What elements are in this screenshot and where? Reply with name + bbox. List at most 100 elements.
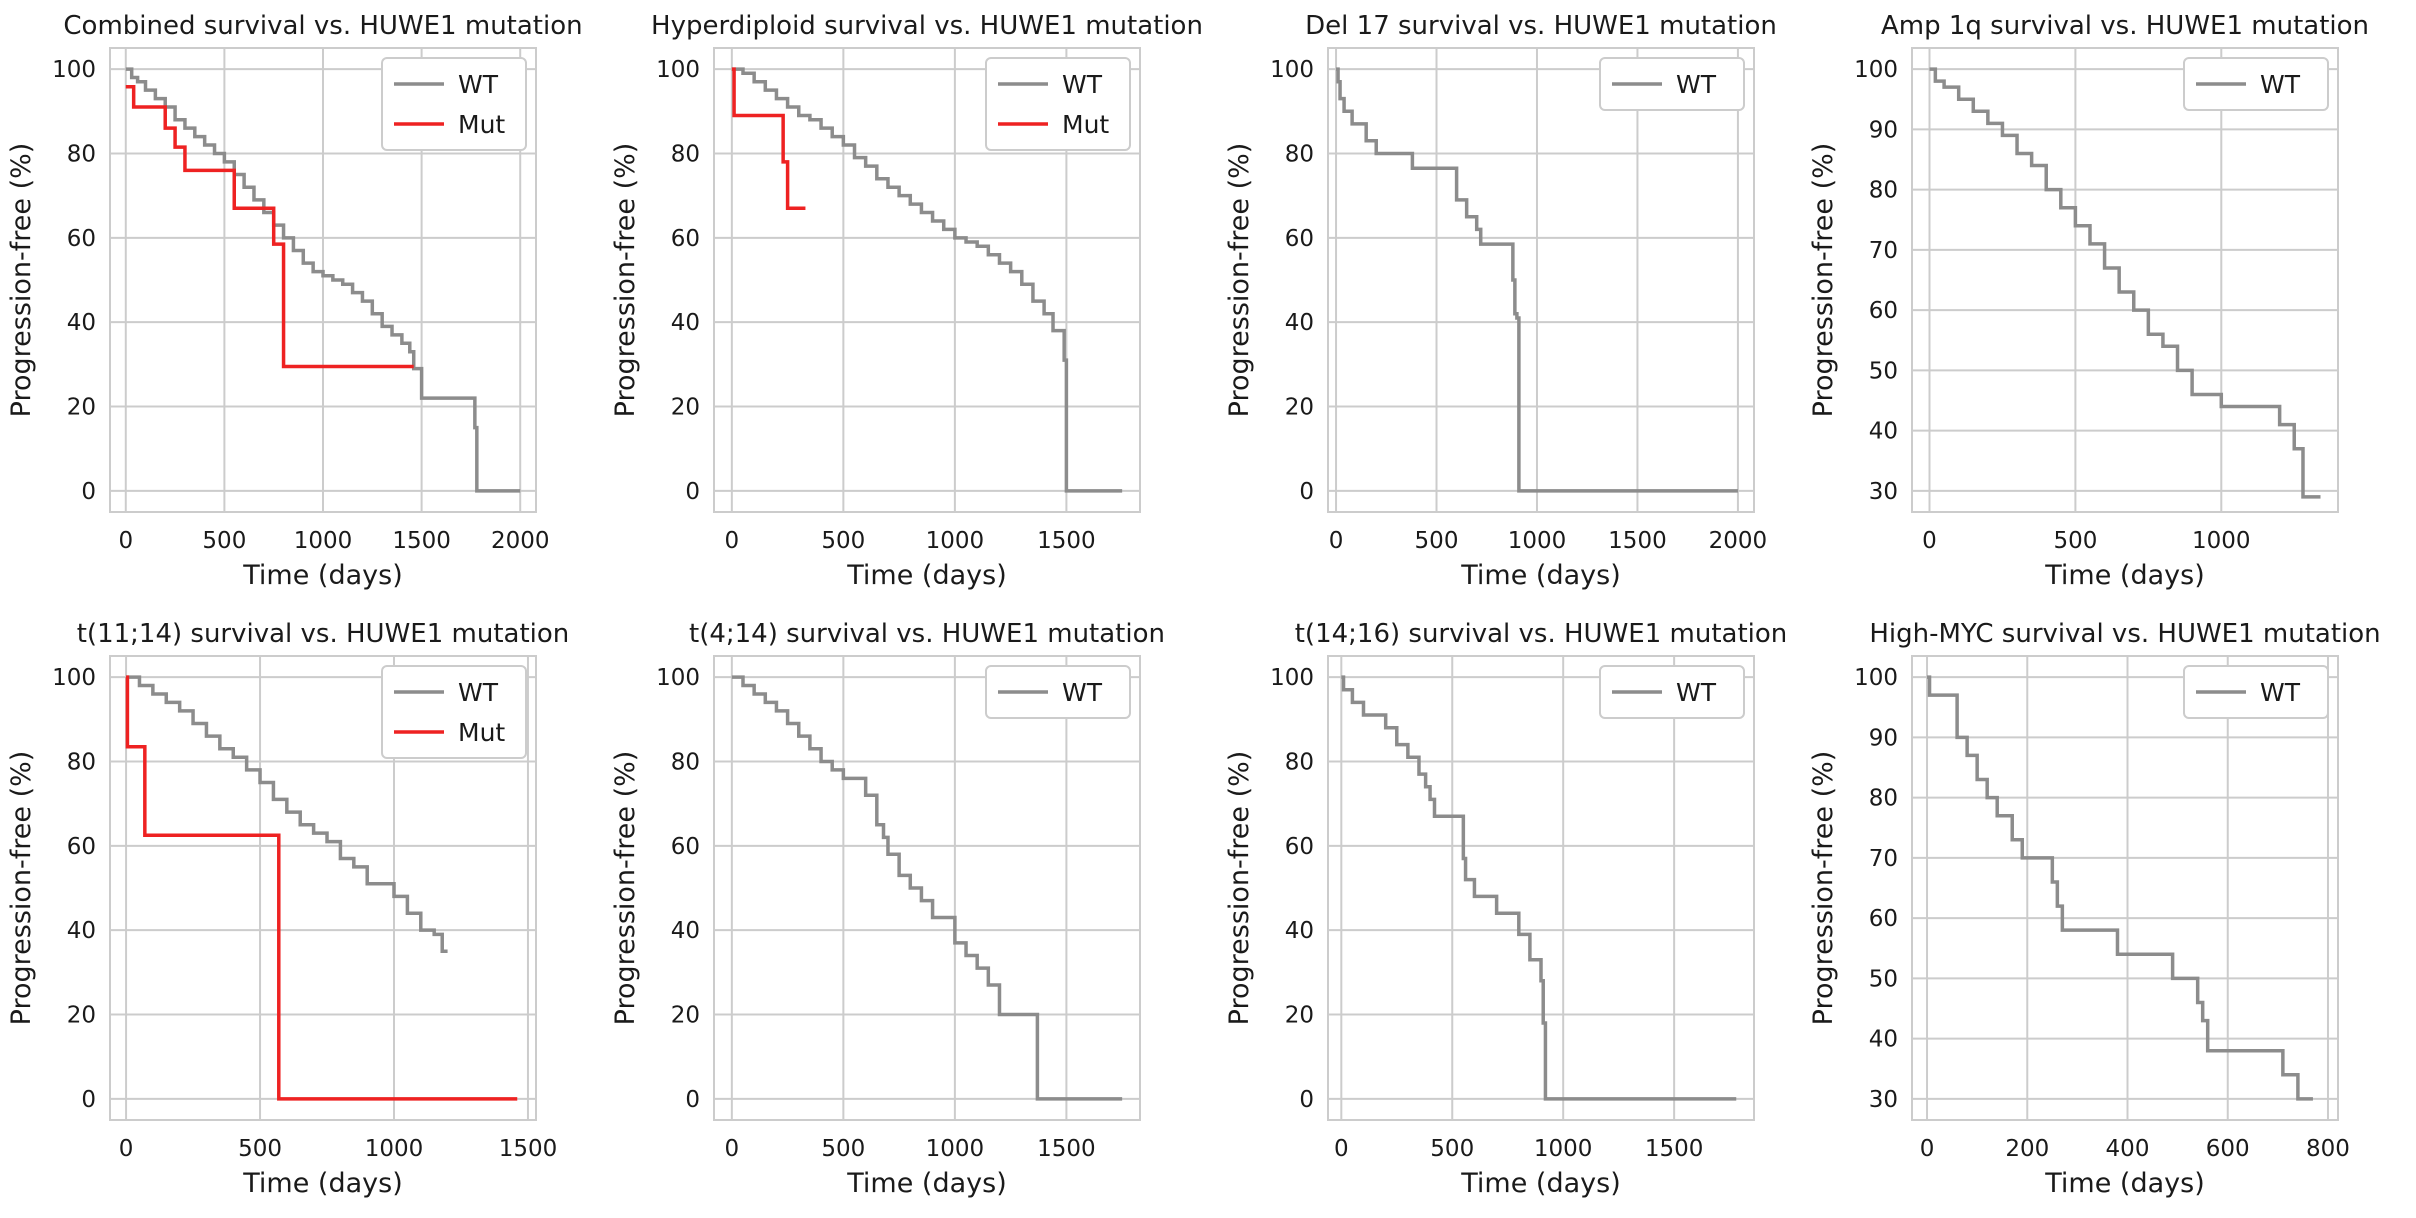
legend-label-wt: WT (1676, 678, 1717, 707)
chart-panel-8: 0 200 400 600 800 30 40 50 60 70 80 90 100 High-MYC s… (1808, 619, 2381, 1199)
legend-label-wt: WT (1676, 70, 1717, 99)
x-tick-label: 1000 (926, 528, 985, 554)
chart-panel-3: 0 500 1000 1500 2000 0 20 40 60 80 100 Del 17 survi… (1224, 11, 1777, 591)
y-tick-label: 100 (656, 665, 700, 691)
y-tick-label: 80 (671, 749, 700, 775)
x-tick-label: 2000 (1709, 528, 1768, 554)
y-tick-label: 40 (1869, 419, 1898, 445)
x-axis-label: Time (days) (1460, 560, 1620, 591)
y-tick-label: 100 (1270, 57, 1314, 83)
y-tick-label: 50 (1869, 358, 1898, 384)
series-line-wt (731, 675, 1123, 1101)
x-tick-label: 500 (238, 1136, 282, 1162)
x-tick-label: 400 (2106, 1136, 2150, 1162)
legend-label-wt: WT (458, 678, 499, 707)
chart-title: t(11;14) survival vs. HUWE1 mutation (77, 619, 570, 649)
series-line-mut (731, 67, 806, 211)
x-tick-label: 0 (1329, 528, 1344, 554)
series-line-wt (125, 67, 521, 493)
x-tick-label: 800 (2306, 1136, 2350, 1162)
y-tick-label: 20 (1285, 1003, 1314, 1029)
chart-panel-5: 0 500 1000 1500 0 20 40 60 80 100 t(11;14) surviva… (6, 619, 569, 1199)
y-tick-label: 40 (671, 918, 700, 944)
plot-frame (1911, 47, 2339, 513)
x-tick-label: 1000 (365, 1136, 424, 1162)
y-axis-label: Progression-free (%) (1808, 143, 1839, 418)
y-tick-label: 80 (67, 141, 96, 167)
y-tick-label: 20 (67, 1003, 96, 1029)
y-tick-label: 70 (1869, 238, 1898, 264)
y-tick-label: 20 (1285, 395, 1314, 421)
chart-title: Combined survival vs. HUWE1 mutation (63, 11, 582, 41)
y-tick-label: 60 (1869, 298, 1898, 324)
y-tick-label: 100 (1854, 57, 1898, 83)
x-tick-label: 0 (119, 1136, 134, 1162)
y-tick-label: 0 (1299, 1087, 1314, 1113)
legend-box (2183, 665, 2329, 719)
y-axis-label: Progression-free (%) (1808, 751, 1839, 1026)
y-tick-label: 30 (1869, 479, 1898, 505)
legend-label-mut: Mut (1062, 110, 1109, 139)
legend-label-mut: Mut (458, 718, 505, 747)
chart-title: Amp 1q survival vs. HUWE1 mutation (1881, 11, 2369, 41)
legend: WT (2183, 57, 2329, 111)
y-tick-label: 100 (656, 57, 700, 83)
x-tick-label: 0 (118, 528, 133, 554)
plot-frame (713, 47, 1141, 513)
plot-frame (1327, 47, 1755, 513)
y-tick-label: 20 (671, 1003, 700, 1029)
legend-box (985, 665, 1131, 719)
y-tick-label: 60 (1285, 226, 1314, 252)
legend: WT (2183, 665, 2329, 719)
y-axis-label: Progression-free (%) (1224, 143, 1255, 418)
x-axis-label: Time (days) (2044, 560, 2204, 591)
legend-label-wt: WT (458, 70, 499, 99)
y-tick-label: 60 (671, 226, 700, 252)
legend: WT Mut (381, 665, 527, 759)
y-tick-label: 60 (67, 834, 96, 860)
y-tick-label: 80 (671, 141, 700, 167)
x-tick-label: 1500 (1037, 528, 1096, 554)
y-tick-label: 80 (1285, 749, 1314, 775)
series-line-wt (731, 67, 1123, 493)
series-line-wt (1929, 67, 2321, 499)
y-tick-label: 20 (671, 395, 700, 421)
y-tick-label: 80 (67, 749, 96, 775)
x-tick-label: 0 (1922, 528, 1937, 554)
y-tick-label: 90 (1869, 117, 1898, 143)
chart-title: t(14;16) survival vs. HUWE1 mutation (1295, 619, 1788, 649)
y-tick-label: 100 (1270, 665, 1314, 691)
y-tick-label: 40 (1285, 918, 1314, 944)
series-line-mut (125, 85, 414, 369)
chart-title: High-MYC survival vs. HUWE1 mutation (1869, 619, 2380, 649)
y-tick-label: 90 (1869, 725, 1898, 751)
series-line-wt (1336, 67, 1738, 493)
x-tick-label: 1000 (294, 528, 353, 554)
legend-box (2183, 57, 2329, 111)
chart-panel-6: 0 500 1000 1500 0 20 40 60 80 100 t(4;14) survival… (610, 619, 1165, 1199)
y-tick-label: 60 (1285, 834, 1314, 860)
y-tick-label: 50 (1869, 966, 1898, 992)
legend: WT (1599, 665, 1745, 719)
legend-box (985, 57, 1131, 151)
y-axis-label: Progression-free (%) (1224, 751, 1255, 1026)
y-tick-label: 100 (52, 57, 96, 83)
legend-label-mut: Mut (458, 110, 505, 139)
y-tick-label: 0 (685, 479, 700, 505)
x-axis-label: Time (days) (846, 1168, 1006, 1199)
y-tick-label: 0 (81, 1087, 96, 1113)
legend: WT (985, 665, 1131, 719)
x-tick-label: 600 (2206, 1136, 2250, 1162)
x-tick-label: 1000 (1508, 528, 1567, 554)
plot-frame (109, 47, 537, 513)
y-tick-label: 40 (1285, 310, 1314, 336)
plot-frame (1911, 655, 2339, 1121)
x-tick-label: 0 (1334, 1136, 1349, 1162)
y-axis-label: Progression-free (%) (6, 751, 37, 1026)
y-tick-label: 100 (1854, 665, 1898, 691)
legend-box (1599, 57, 1745, 111)
x-axis-label: Time (days) (2044, 1168, 2204, 1199)
y-tick-label: 70 (1869, 846, 1898, 872)
